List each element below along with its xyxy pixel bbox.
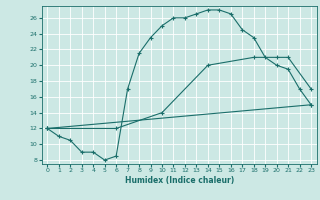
X-axis label: Humidex (Indice chaleur): Humidex (Indice chaleur) (124, 176, 234, 185)
